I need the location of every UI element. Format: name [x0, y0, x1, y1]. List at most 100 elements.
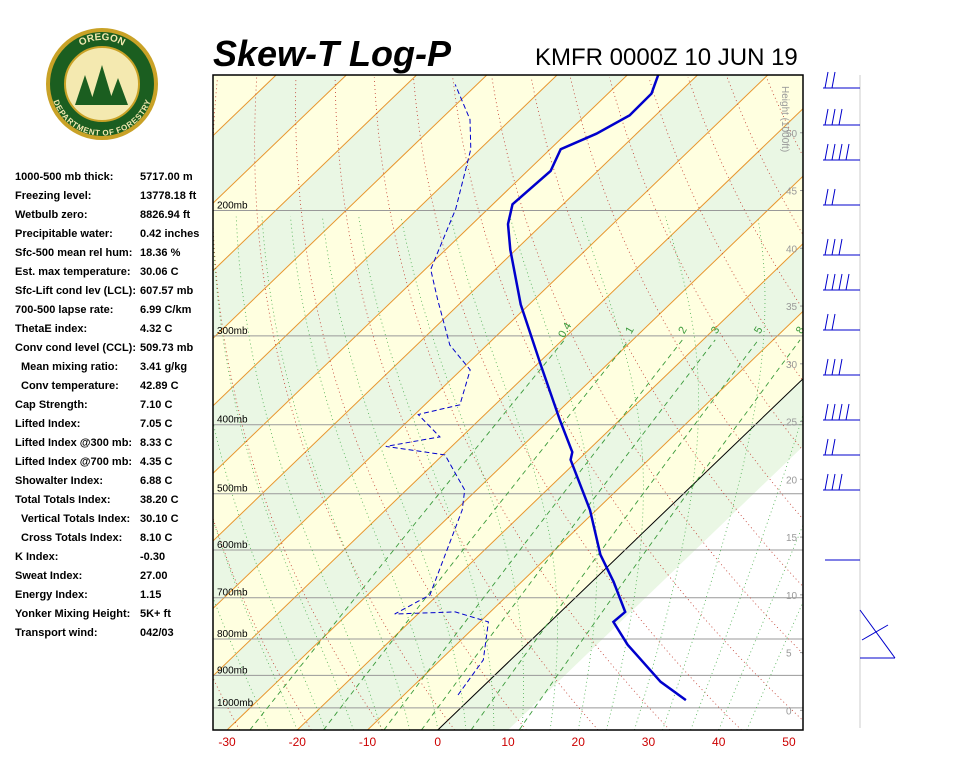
x-tick-label: -10 — [359, 735, 377, 749]
dry-adiabat — [884, 77, 960, 730]
dry-adiabat — [373, 77, 671, 730]
index-label: Mean mixing ratio: — [21, 361, 118, 373]
moist-adiabat — [213, 518, 298, 730]
pressure-label: 800mb — [217, 629, 248, 640]
moist-adiabat — [509, 216, 598, 730]
pressure-label: 500mb — [217, 484, 248, 495]
chart-title: Skew-T Log-P — [213, 33, 452, 74]
x-tick-label: 0 — [434, 735, 441, 749]
moist-adiabat — [235, 216, 382, 730]
moist-adiabat — [213, 420, 326, 730]
index-label: Conv cond level (CCL): — [15, 342, 136, 354]
index-label: Vertical Totals Index: — [21, 513, 130, 525]
index-value: 4.32 C — [140, 323, 172, 335]
isotherm-band — [213, 75, 803, 676]
moist-adiabat — [718, 524, 803, 730]
x-tick-label: 50 — [782, 735, 796, 749]
index-value: 8.33 C — [140, 437, 172, 449]
mixing-ratio-label: 1 — [623, 325, 636, 336]
logo: OREGON DEPARTMENT OF FORESTRY — [46, 28, 158, 140]
index-label: Yonker Mixing Height: — [15, 608, 130, 620]
moist-adiabat — [400, 216, 524, 730]
moist-adiabat — [322, 216, 467, 730]
index-label: Precipitable water: — [15, 228, 113, 240]
index-value: 7.10 C — [140, 399, 172, 411]
plot-area — [213, 75, 960, 730]
mixing-ratio-line — [323, 339, 630, 730]
x-tick-label: -30 — [218, 735, 236, 749]
x-tick-label: -20 — [289, 735, 307, 749]
index-value: 18.36 % — [140, 247, 181, 259]
pressure-label: 900mb — [217, 665, 248, 676]
height-tick-label: 30 — [786, 360, 798, 371]
x-tick-label: 20 — [572, 735, 586, 749]
height-tick-label: 50 — [786, 129, 798, 140]
index-value: 042/03 — [140, 627, 174, 639]
isotherm — [226, 175, 803, 730]
wind-barb — [825, 559, 896, 659]
dry-adiabat — [413, 77, 742, 730]
wind-barb — [823, 143, 860, 161]
x-tick-label: 40 — [712, 735, 726, 749]
index-label: ThetaE index: — [15, 323, 87, 335]
index-value: 1.15 — [140, 589, 161, 601]
chart-subtitle: KMFR 0000Z 10 JUN 19 — [535, 44, 798, 71]
temperature-line — [506, 75, 687, 702]
wind-barb — [823, 71, 860, 89]
index-value: 5717.00 m — [140, 171, 193, 183]
index-label: Cap Strength: — [15, 399, 88, 411]
index-value: 8.10 C — [140, 532, 172, 544]
isotherm — [213, 75, 769, 610]
index-value: 7.05 C — [140, 418, 172, 430]
index-label: Cross Totals Index: — [21, 532, 122, 544]
index-value: 4.35 C — [140, 456, 172, 468]
index-label: Sfc-500 mean rel hum: — [15, 247, 132, 259]
height-tick-label: 25 — [786, 418, 798, 429]
mixing-ratio-line — [421, 339, 716, 730]
moist-adiabat — [261, 216, 411, 730]
isotherm-band — [213, 108, 803, 730]
pressure-label: 200mb — [217, 201, 248, 212]
wind-barbs — [823, 71, 896, 659]
index-value: 3.41 g/kg — [140, 361, 187, 373]
plot-overlay: 1000mb 900mb 800mb 700mb 600mb 500mb 400mb 300m… — [217, 86, 807, 717]
height-tick-label: 0 — [786, 706, 792, 717]
mixing-ratio-label: 8 — [794, 325, 807, 336]
index-value: 38.20 C — [140, 494, 179, 506]
index-value: 27.00 — [140, 570, 168, 582]
isotherm — [213, 75, 347, 204]
mixing-ratio-line — [518, 339, 801, 730]
index-label: Est. max temperature: — [15, 266, 131, 278]
index-label: Transport wind: — [15, 627, 98, 639]
index-label: Lifted Index @300 mb: — [15, 437, 132, 449]
pressure-label: 300mb — [217, 326, 248, 337]
moist-adiabat — [450, 216, 558, 730]
height-tick-label: 45 — [786, 187, 798, 198]
dry-adiabat — [213, 77, 384, 730]
index-label: Lifted Index: — [15, 418, 80, 430]
isotherm — [213, 75, 417, 272]
isotherm — [437, 378, 803, 730]
pressure-label: 1000mb — [217, 698, 254, 709]
isotherm — [367, 310, 803, 730]
moist-adiabat — [746, 601, 803, 730]
dry-adiabat — [845, 77, 960, 730]
pressure-label: 700mb — [217, 588, 248, 599]
height-tick-label: 5 — [786, 649, 792, 660]
dewpoint-line — [385, 84, 489, 696]
wind-barb — [823, 438, 860, 456]
dry-adiabat — [648, 77, 803, 382]
index-label: 700-500 lapse rate: — [15, 304, 113, 316]
dry-adiabat — [923, 77, 960, 730]
height-tick-label: 35 — [786, 302, 798, 313]
isotherm — [213, 107, 803, 677]
isotherm — [213, 75, 488, 339]
index-label: Showalter Index: — [15, 475, 103, 487]
height-tick-label: 10 — [786, 591, 798, 602]
dry-adiabat — [806, 77, 960, 730]
wind-barb — [823, 188, 860, 206]
mixing-ratio-label: 3 — [709, 325, 722, 336]
index-label: Conv temperature: — [21, 380, 119, 392]
index-label: K Index: — [15, 551, 58, 563]
height-tick-label: 40 — [786, 244, 798, 255]
